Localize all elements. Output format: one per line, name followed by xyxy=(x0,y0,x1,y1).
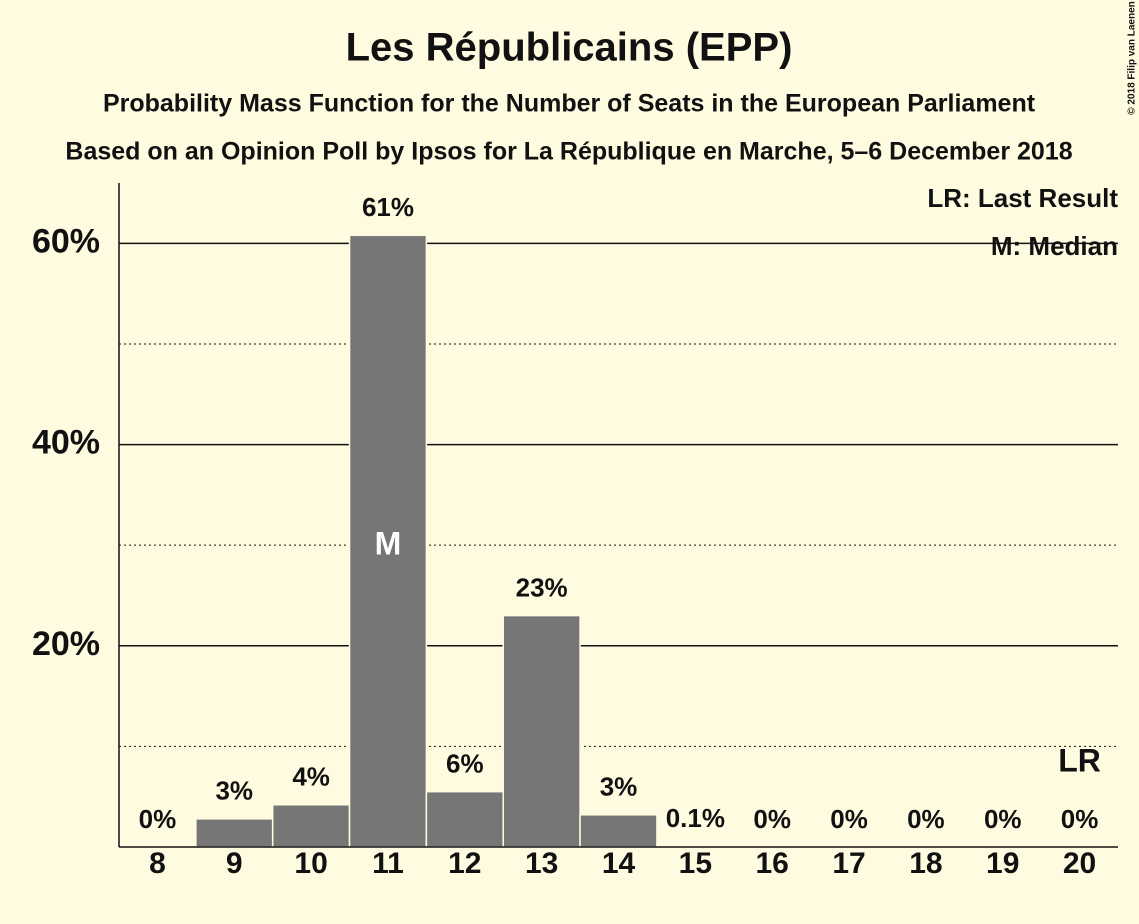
copyright: © 2018 Filip van Laenen xyxy=(1127,1,1138,115)
x-tick-label: 10 xyxy=(294,847,327,880)
last-result-marker: LR xyxy=(1058,742,1101,778)
legend-entry: LR: Last Result xyxy=(927,183,1118,213)
bar xyxy=(425,790,504,848)
y-tick-label: 60% xyxy=(32,222,100,260)
x-tick-label: 12 xyxy=(448,847,481,880)
value-label: 0% xyxy=(139,804,177,834)
x-tick-label: 16 xyxy=(756,847,789,880)
value-label: 0% xyxy=(907,804,945,834)
value-label: 0% xyxy=(753,804,791,834)
chart-title: Les Républicains (EPP) xyxy=(346,26,793,70)
x-tick-label: 20 xyxy=(1063,847,1096,880)
bar xyxy=(195,818,274,848)
x-tick-label: 13 xyxy=(525,847,558,880)
bar xyxy=(502,614,581,848)
y-tick-label: 20% xyxy=(32,625,100,663)
x-tick-label: 15 xyxy=(679,847,712,880)
x-tick-label: 8 xyxy=(149,847,166,880)
chart-subtitle: Probability Mass Function for the Number… xyxy=(103,90,1036,118)
x-tick-label: 14 xyxy=(602,847,636,880)
legend-entry: M: Median xyxy=(991,231,1118,261)
value-label: 23% xyxy=(516,572,568,602)
x-tick-label: 18 xyxy=(909,847,942,880)
value-label: 6% xyxy=(446,749,484,779)
x-tick-label: 11 xyxy=(372,847,404,880)
x-tick-label: 9 xyxy=(226,847,243,880)
chart-subtitle: Based on an Opinion Poll by Ipsos for La… xyxy=(65,138,1072,166)
x-tick-label: 17 xyxy=(832,847,865,880)
value-label: 3% xyxy=(215,776,253,806)
bar xyxy=(271,803,351,848)
value-label: 0% xyxy=(1061,804,1099,834)
bar xyxy=(579,814,658,848)
y-tick-label: 40% xyxy=(32,424,100,462)
value-label: 4% xyxy=(292,762,330,792)
value-label: 0.1% xyxy=(666,803,725,833)
value-label: 3% xyxy=(600,772,638,802)
value-label: 0% xyxy=(830,804,868,834)
x-tick-label: 19 xyxy=(986,847,1019,880)
median-marker: M xyxy=(375,525,402,561)
value-label: 61% xyxy=(362,192,414,222)
value-label: 0% xyxy=(984,804,1022,834)
